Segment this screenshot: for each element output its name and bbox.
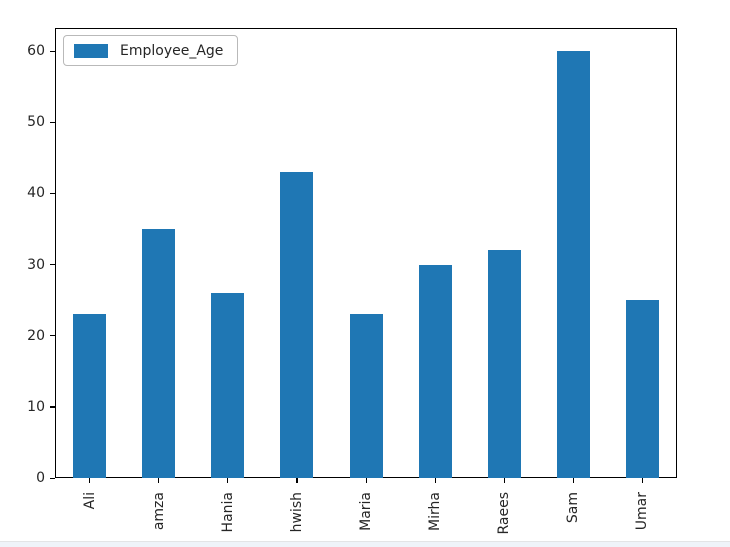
x-tick-label: hwish [288, 492, 305, 533]
bar-Sam [556, 51, 590, 478]
y-tick-label: 40 [27, 185, 45, 202]
bar-Maria [349, 314, 383, 478]
legend-label: Employee_Age [120, 42, 224, 59]
bar-Umar [625, 300, 659, 478]
legend: Employee_Age [63, 35, 239, 66]
y-tick-mark [50, 335, 55, 337]
x-tick-mark [89, 478, 91, 483]
bar-hwish [280, 172, 314, 478]
bar-Raees [487, 250, 521, 478]
y-tick-label: 60 [27, 43, 45, 60]
y-tick-mark [50, 121, 55, 123]
y-tick-label: 50 [27, 114, 45, 131]
y-tick-label: 30 [27, 256, 45, 273]
x-tick-mark [227, 478, 229, 483]
y-tick-mark [50, 50, 55, 52]
x-tick-label: Maria [358, 492, 374, 531]
x-tick-mark [641, 478, 644, 483]
bar-amza [142, 228, 176, 478]
y-tick-label: 20 [27, 327, 45, 344]
bar-Mirha [418, 264, 452, 478]
x-tick-label: Ali [81, 492, 98, 510]
bottom-ui-strip [0, 541, 730, 547]
x-tick-label: Hania [219, 492, 236, 533]
x-tick-mark [296, 478, 298, 483]
y-tick-mark [50, 264, 55, 266]
x-tick-mark [434, 478, 436, 483]
x-tick-label: Umar [634, 492, 651, 531]
y-tick-mark [50, 192, 55, 195]
legend-color-swatch-icon [74, 43, 108, 58]
x-tick-mark [365, 478, 367, 483]
x-tick-label: Raees [496, 492, 513, 535]
x-tick-label: Sam [565, 492, 582, 524]
bar-Hania [211, 293, 245, 478]
y-tick-label: 10 [27, 398, 45, 415]
y-tick-mark [50, 477, 55, 479]
x-tick-mark [572, 478, 575, 483]
x-tick-label: amza [150, 492, 167, 531]
x-tick-mark [158, 478, 160, 483]
bar-Ali [73, 314, 107, 478]
y-tick-mark [50, 406, 55, 408]
y-tick-label: 0 [36, 470, 45, 486]
x-tick-mark [503, 478, 505, 483]
x-tick-label: Mirha [427, 492, 444, 531]
